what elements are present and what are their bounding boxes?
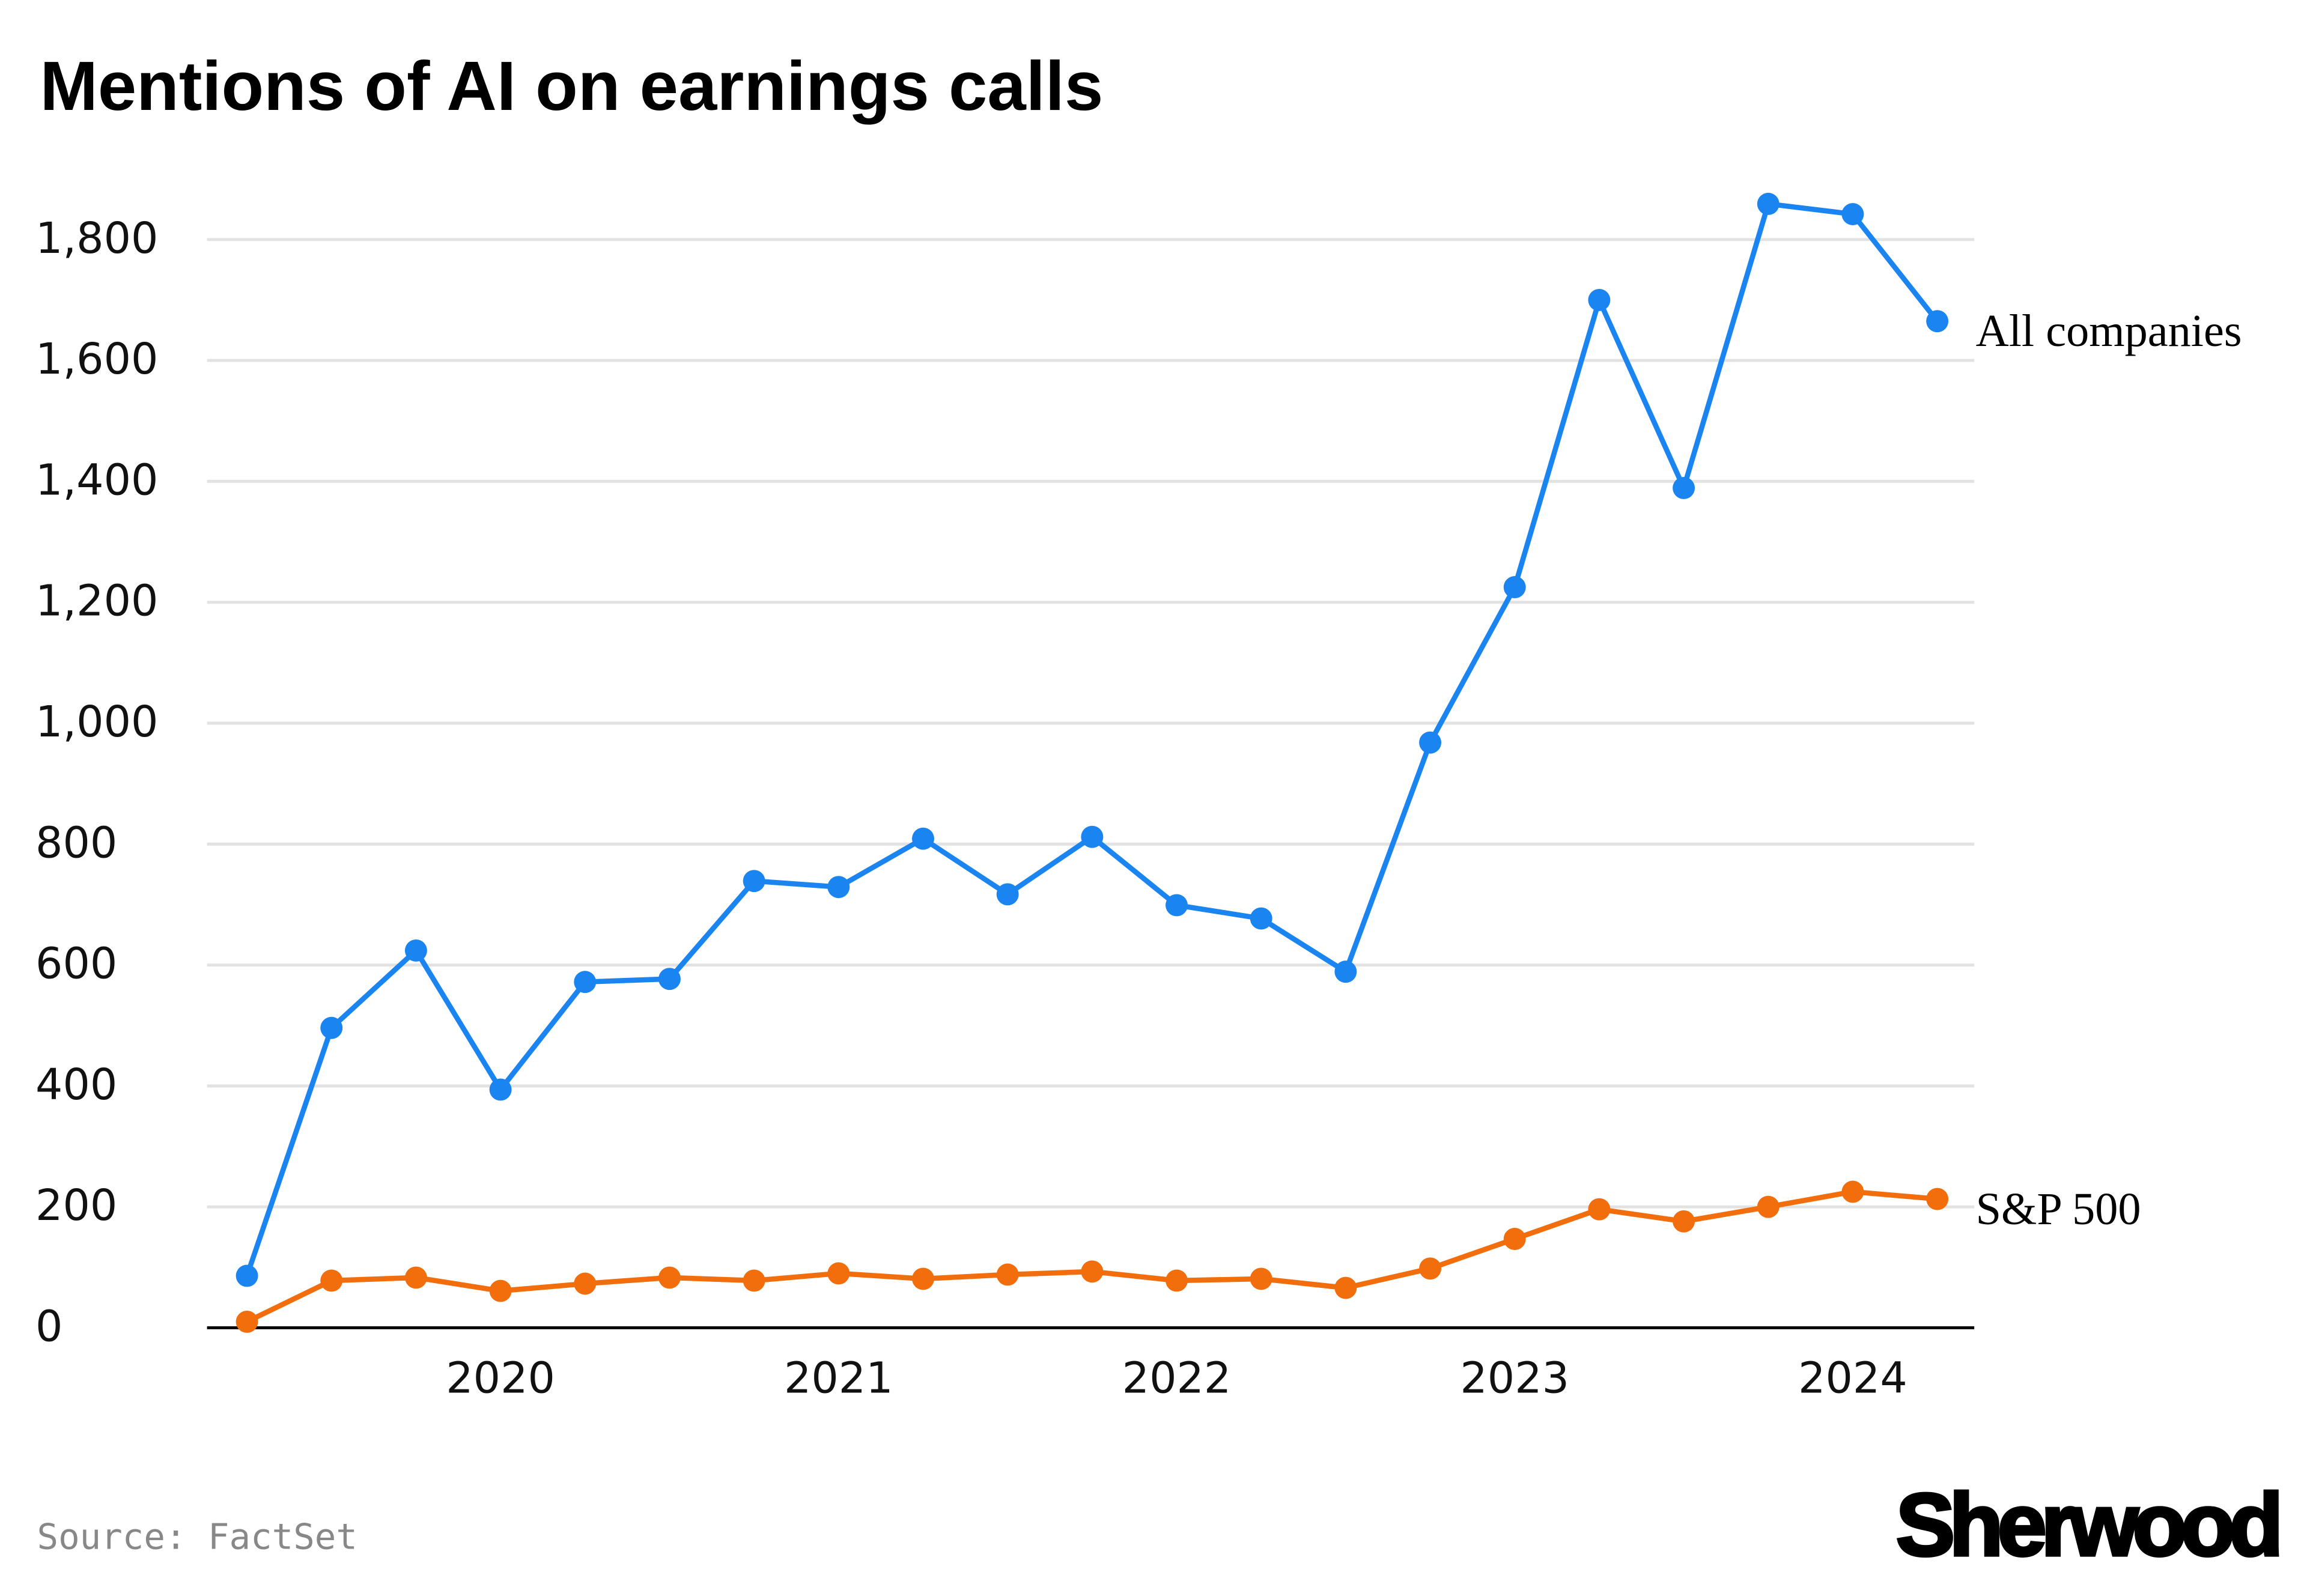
chart-title: Mentions of AI on earnings calls xyxy=(40,47,1103,125)
y-tick-label: 1,800 xyxy=(35,213,158,263)
data-point xyxy=(996,883,1019,906)
data-point xyxy=(1166,894,1188,917)
x-tick-label: 2022 xyxy=(1122,1353,1232,1403)
data-point xyxy=(912,1267,934,1290)
data-point xyxy=(743,870,765,893)
x-tick-label: 2023 xyxy=(1460,1353,1569,1403)
series-label: S&P 500 xyxy=(1975,1183,2141,1235)
data-point xyxy=(1419,731,1442,754)
data-point xyxy=(236,1310,258,1333)
data-point xyxy=(574,1272,597,1295)
data-point xyxy=(912,827,934,850)
data-point xyxy=(743,1269,765,1292)
data-point xyxy=(320,1016,343,1039)
x-tick-label: 2021 xyxy=(784,1353,893,1403)
data-point xyxy=(1503,576,1526,598)
data-point xyxy=(1503,1228,1526,1250)
data-point xyxy=(320,1269,343,1292)
data-point xyxy=(574,971,597,994)
data-point xyxy=(1673,1210,1695,1233)
data-point xyxy=(1334,1276,1357,1299)
data-point xyxy=(1757,1195,1780,1218)
y-tick-label: 600 xyxy=(35,939,117,989)
y-tick-label: 800 xyxy=(35,818,117,867)
data-point xyxy=(1166,1269,1188,1292)
data-point xyxy=(996,1263,1019,1286)
data-point xyxy=(1081,825,1104,848)
data-point xyxy=(1673,476,1695,499)
x-tick-label: 2024 xyxy=(1798,1353,1907,1403)
data-point xyxy=(404,939,427,962)
data-point xyxy=(827,1262,850,1285)
y-tick-label: 1,400 xyxy=(35,455,158,505)
data-point xyxy=(1419,1257,1442,1280)
y-tick-label: 400 xyxy=(35,1060,117,1109)
series-label-text: All companies xyxy=(1975,305,2242,357)
series-label: All companies xyxy=(1975,305,2242,357)
data-point xyxy=(1250,907,1272,930)
series-label-text: S&P 500 xyxy=(1975,1183,2141,1235)
source: Source: FactSet xyxy=(37,1516,357,1558)
data-point xyxy=(236,1264,258,1287)
y-tick-label: 200 xyxy=(35,1180,117,1230)
data-point xyxy=(1588,288,1611,311)
data-point xyxy=(1841,1180,1864,1203)
y-tick-label: 1,600 xyxy=(35,334,158,384)
data-point xyxy=(827,876,850,899)
data-point xyxy=(1250,1267,1272,1290)
data-point xyxy=(489,1078,512,1101)
y-tick-label: 1,200 xyxy=(35,576,158,626)
x-tick-label: 2020 xyxy=(446,1353,555,1403)
data-point xyxy=(1334,960,1357,983)
data-point xyxy=(1926,310,1949,333)
data-point xyxy=(1757,192,1780,215)
data-point xyxy=(489,1279,512,1302)
brand-logo: Sherwood xyxy=(1896,1475,2278,1574)
data-point xyxy=(1081,1260,1104,1283)
data-point xyxy=(658,1266,681,1289)
data-point xyxy=(1926,1188,1949,1210)
data-point xyxy=(1588,1198,1611,1221)
y-tick-label: 1,000 xyxy=(35,697,158,747)
data-point xyxy=(658,968,681,991)
data-point xyxy=(404,1266,427,1289)
y-tick-label: 0 xyxy=(35,1301,62,1351)
data-point xyxy=(1841,203,1864,225)
